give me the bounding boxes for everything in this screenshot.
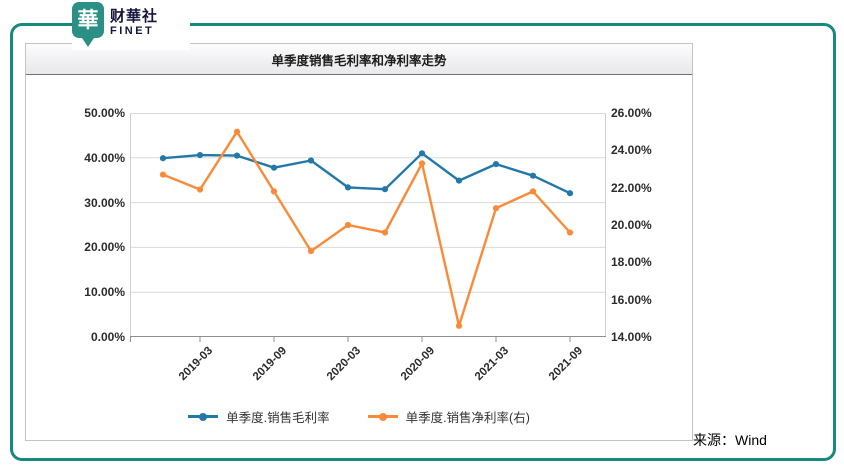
legend-dot-icon: [378, 412, 387, 421]
chart-card: 单季度销售毛利率和净利率走势: [25, 43, 693, 441]
brand-name-en: FINET: [110, 25, 155, 37]
chart-legend: 单季度.销售毛利率 单季度.销售净利率(右): [25, 407, 693, 426]
chart-title: 单季度销售毛利率和净利率走势: [271, 53, 447, 68]
legend-dot-icon: [199, 412, 208, 421]
legend-item: 单季度.销售毛利率: [188, 407, 330, 426]
brand-text: 财華社 FINET: [110, 0, 158, 38]
legend-line-marker-icon: [188, 412, 219, 421]
finet-seal-icon: 華: [72, 2, 104, 47]
legend-label: 单季度.销售毛利率: [226, 411, 330, 425]
seal-tail-shape: [82, 38, 94, 47]
legend-line-marker-icon: [367, 412, 398, 421]
seal-glyph: 華: [77, 8, 99, 32]
source-note: 来源：Wind: [693, 432, 767, 448]
legend-item: 单季度.销售净利率(右): [367, 407, 530, 426]
brand-logo: 華 财華社 FINET: [72, 0, 190, 50]
legend-label: 单季度.销售净利率(右): [405, 411, 530, 425]
brand-name-cn: 财華社: [110, 8, 159, 25]
